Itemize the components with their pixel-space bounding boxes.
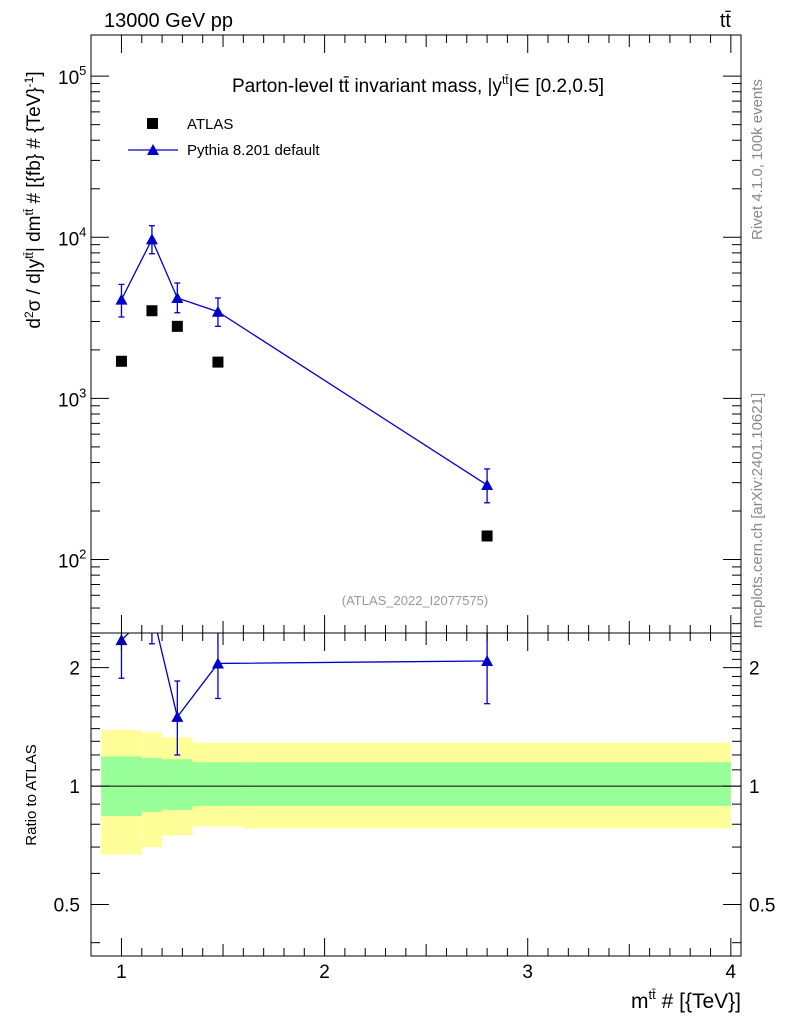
main-panel: 102 103 104 105 Parton-level tt̄ invariant … [22,34,742,634]
atlas-data-point [481,530,493,542]
ratio-y-axis-label: Ratio to ATLAS [23,744,40,845]
ratio-y-tick-label-right: 0.5 [749,896,775,917]
ratio-y-tick-label-right: 1 [749,777,760,798]
ratio-pythia-point [146,604,158,615]
ratio-panel: 0.5 0.5 1 1 2 2 1 2 3 4 Ratio to ATLAS mtt̄ # [{T… [23,604,775,1013]
main-y-tick-label: 102 [58,547,86,573]
legend-pythia-marker [147,144,159,155]
ratio-inner-uncertainty-band [192,762,244,807]
ratio-plot-frame [90,632,742,957]
rivet-version-label: Rivet 4.1.0, 100k events [749,79,766,240]
main-title: Parton-level tt̄ invariant mass, |ytt̄|∈… [232,73,604,97]
x-tick-label: 2 [319,962,330,983]
legend-pythia-label: Pythia 8.201 default [187,142,320,159]
header-energy-label: 13000 GeV pp [104,10,233,32]
pythia-series-line [120,237,488,486]
atlas-data-point [171,320,183,332]
x-tick-label: 3 [522,962,533,983]
atlas-data-point [146,305,158,317]
x-tick-label: 1 [116,962,127,983]
pythia-data-point [115,293,128,305]
pythia-data-point [171,291,184,303]
main-y-tick-label: 105 [58,63,86,89]
ratio-y-tick-label: 0.5 [54,896,80,917]
x-axis-label: mtt̄ # [{TeV}] [631,987,741,1013]
main-y-axis-label: d2σ / d|ytt̄| dmtt̄ # [{fb} # {TeV}-1] [22,71,45,328]
ratio-inner-uncertainty-band [162,759,193,810]
pythia-data-point [145,233,158,245]
main-y-tick-label: 103 [58,385,86,411]
legend-atlas-label: ATLAS [187,116,233,133]
ratio-y-tick-label: 1 [69,777,80,798]
ratio-y-tick-label: 2 [69,659,80,680]
ratio-inner-uncertainty-band [243,762,731,807]
ratio-pythia-point [171,710,184,722]
x-tick-label: 4 [726,962,737,983]
legend-atlas-marker [147,118,158,129]
ratio-inner-uncertainty-band [141,757,163,812]
legend: ATLAS Pythia 8.201 default [128,116,320,159]
analysis-watermark: (ATLAS_2022_I2077575) [342,593,488,608]
header-process-label: tt̄ [720,10,732,32]
ratio-pythia-point [211,657,224,669]
source-reference-label: mcplots.cern.ch [arXiv:2401.10621] [749,393,766,628]
ratio-pythia-point [481,654,494,666]
atlas-data-point [115,355,127,367]
pythia-data-point [481,479,494,491]
ratio-y-tick-label-right: 2 [749,659,760,680]
main-y-tick-label: 104 [58,224,86,250]
pythia-data-point [211,305,224,317]
atlas-data-point [212,356,224,368]
